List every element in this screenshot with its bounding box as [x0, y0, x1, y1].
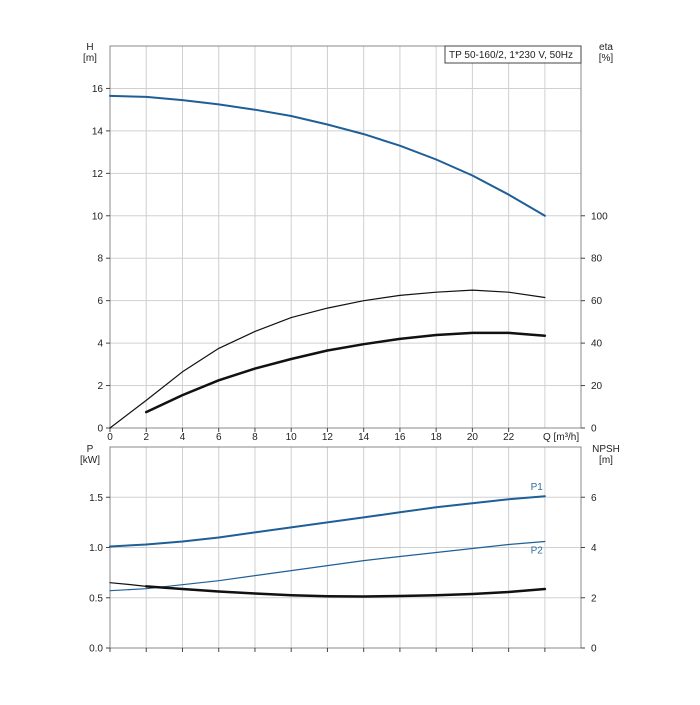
- right-axis-title: eta: [599, 42, 613, 53]
- chart-title: TP 50-160/2, 1*230 V, 50Hz: [449, 50, 573, 61]
- right-axis-tick-label: 60: [591, 296, 603, 307]
- series-line-2-3: [109, 582, 147, 588]
- series-p2-line: [109, 540, 546, 592]
- x-axis-title: Q [m³/h]: [543, 432, 579, 443]
- right-axis-tick-label: 0: [591, 644, 597, 655]
- left-axis-tick-label: 2: [97, 381, 103, 392]
- plot-frame: [109, 45, 582, 429]
- right-axis-title: NPSH: [592, 444, 620, 455]
- chart-title-box: [444, 45, 582, 64]
- left-axis-tick-label: 14: [92, 126, 104, 137]
- left-axis-tick-label: 8: [97, 254, 103, 265]
- x-axis-tick-label: 22: [503, 432, 515, 443]
- series-line-2-4: [144, 585, 547, 598]
- x-axis-tick-label: 2: [143, 432, 149, 443]
- right-axis-tick-label: 0: [591, 424, 597, 435]
- left-axis-title: H: [86, 42, 93, 53]
- x-axis-tick-label: 4: [180, 432, 186, 443]
- chart-panel-1: [106, 45, 585, 432]
- right-axis-tick-label: 100: [591, 211, 608, 222]
- x-axis-tick-label: 18: [431, 432, 443, 443]
- x-axis-tick-label: 14: [358, 432, 370, 443]
- left-axis-title: P: [87, 444, 94, 455]
- x-axis-tick-label: 16: [394, 432, 406, 443]
- series-label-p1: P1: [531, 482, 544, 493]
- left-axis-tick-label: 1.5: [89, 493, 103, 504]
- left-axis-tick-label: 0: [97, 424, 103, 435]
- chart-panel-2: [106, 446, 585, 652]
- right-axis-tick-label: 4: [591, 543, 597, 554]
- left-axis-tick-label: 10: [92, 211, 104, 222]
- series-label-p2: P2: [531, 545, 544, 556]
- right-axis-tick-label: 6: [591, 493, 597, 504]
- x-axis-tick-label: 8: [252, 432, 258, 443]
- left-axis-title: [m]: [83, 53, 97, 64]
- left-axis-tick-label: 4: [97, 339, 103, 350]
- series-p1-line: [109, 495, 546, 548]
- right-axis-title: [m]: [599, 455, 613, 466]
- left-axis-tick-label: 16: [92, 84, 104, 95]
- left-axis-title: [kW]: [80, 455, 100, 466]
- right-axis-tick-label: 40: [591, 339, 603, 350]
- left-axis-tick-label: 0.0: [89, 644, 103, 655]
- series-line-1-2: [109, 289, 546, 429]
- series-line-1-3: [144, 331, 547, 414]
- right-axis-tick-label: 20: [591, 381, 603, 392]
- left-axis-tick-label: 6: [97, 296, 103, 307]
- x-axis-tick-label: 10: [286, 432, 298, 443]
- right-axis-tick-label: 80: [591, 254, 603, 265]
- right-axis-title: [%]: [599, 53, 614, 64]
- right-axis-tick-label: 2: [591, 593, 597, 604]
- left-axis-tick-label: 0.5: [89, 593, 103, 604]
- left-axis-tick-label: 12: [92, 169, 104, 180]
- series-line-1-1: [109, 94, 546, 217]
- x-axis-tick-label: 6: [216, 432, 222, 443]
- left-axis-tick-label: 1.0: [89, 543, 103, 554]
- x-axis-tick-label: 0: [107, 432, 113, 443]
- x-axis-tick-label: 12: [322, 432, 334, 443]
- x-axis-tick-label: 20: [467, 432, 479, 443]
